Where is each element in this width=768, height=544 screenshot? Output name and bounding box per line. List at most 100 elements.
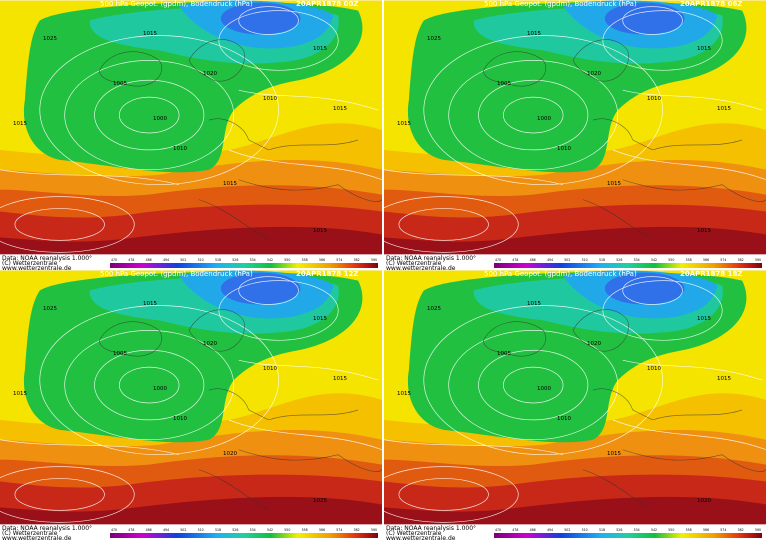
isobar-label: 1025	[313, 498, 327, 504]
colorbar-label: 558	[302, 528, 308, 532]
colorbar-label: 470	[495, 258, 501, 262]
isobar-label: 1005	[113, 81, 127, 87]
colorbar-label: 534	[250, 258, 256, 262]
isobar-label: 1015	[143, 301, 157, 307]
isobar-label: 1015	[397, 121, 411, 127]
isobar-label: 1010	[557, 146, 571, 152]
colorbar-label: 478	[128, 258, 134, 262]
map-date: 20APR1878 00Z	[296, 0, 358, 8]
isobar-label: 1015	[333, 106, 347, 112]
colorbar	[110, 533, 378, 538]
pressure-field	[0, 270, 382, 525]
isobar-label: 1020	[223, 451, 237, 457]
colorbar-label: 486	[146, 528, 152, 532]
colorbar-label: 526	[616, 528, 622, 532]
isobar-label: 1015	[697, 228, 711, 234]
isobar-label: 1015	[313, 316, 327, 322]
isobar-label: 1015	[313, 228, 327, 234]
isobar-label: 1015	[313, 46, 327, 52]
colorbar-label: 494	[163, 528, 169, 532]
isobar-label: 1015	[143, 31, 157, 37]
map-panel: 500 hPa Geopot. (gpdm), Bodendruck (hPa)…	[0, 270, 384, 542]
isobar-label: 1015	[607, 181, 621, 187]
map-title: 500 hPa Geopot. (gpdm), Bodendruck (hPa)	[100, 0, 253, 8]
colorbar-label: 566	[703, 258, 709, 262]
colorbar-label: 510	[198, 528, 204, 532]
website: www.wetterzentrale.de	[2, 535, 72, 540]
colorbar-label: 486	[530, 258, 536, 262]
colorbar-label: 534	[634, 528, 640, 532]
colorbar-label: 542	[267, 258, 273, 262]
colorbar-label: 494	[163, 258, 169, 262]
colorbar-label: 486	[530, 528, 536, 532]
colorbar-label: 542	[651, 528, 657, 532]
isobar-label: 1025	[43, 306, 57, 312]
map-panel: 500 hPa Geopot. (gpdm), Bodendruck (hPa)…	[0, 0, 384, 272]
colorbar-label: 518	[599, 258, 605, 262]
colorbar-label: 590	[371, 258, 377, 262]
colorbar-label: 550	[668, 258, 674, 262]
map-panel: 500 hPa Geopot. (gpdm), Bodendruck (hPa)…	[384, 0, 768, 272]
colorbar-label: 534	[250, 528, 256, 532]
website: www.wetterzentrale.de	[386, 535, 456, 540]
isobar-label: 1015	[397, 391, 411, 397]
isobar-label: 1010	[173, 416, 187, 422]
map-title: 500 hPa Geopot. (gpdm), Bodendruck (hPa)	[484, 270, 637, 278]
copyright: (C) Wetterzentrale	[386, 260, 442, 267]
isobar-label: 1005	[497, 81, 511, 87]
colorbar-label: 526	[232, 528, 238, 532]
colorbar-label: 566	[319, 528, 325, 532]
isobar-label: 1015	[223, 181, 237, 187]
colorbar-label: 542	[267, 528, 273, 532]
colorbar-label: 574	[336, 528, 342, 532]
colorbar-label: 574	[336, 258, 342, 262]
colorbar-label: 558	[302, 258, 308, 262]
isobar-label: 1015	[13, 391, 27, 397]
colorbar-label: 582	[354, 528, 360, 532]
isobar-label: 1025	[43, 36, 57, 42]
colorbar-label: 574	[720, 528, 726, 532]
map-panel: 500 hPa Geopot. (gpdm), Bodendruck (hPa)…	[384, 270, 768, 542]
colorbar-label: 542	[651, 258, 657, 262]
isobar-label: 1015	[697, 316, 711, 322]
colorbar	[494, 533, 762, 538]
isobar-label: 1020	[697, 498, 711, 504]
colorbar-label: 590	[371, 528, 377, 532]
colorbar-label: 582	[354, 258, 360, 262]
isobar-label: 1000	[537, 116, 551, 122]
colorbar-label: 502	[564, 258, 570, 262]
isobar-label: 1000	[537, 386, 551, 392]
isobar-label: 1015	[333, 376, 347, 382]
colorbar-label: 582	[738, 528, 744, 532]
colorbar-label: 526	[232, 258, 238, 262]
colorbar-label: 574	[720, 258, 726, 262]
isobar-label: 1015	[717, 106, 731, 112]
isobar-label: 1015	[607, 451, 621, 457]
data-source: Data: NOAA reanalysis 1.000°	[2, 525, 92, 532]
pressure-field	[0, 0, 382, 255]
isobar-label: 1005	[497, 351, 511, 357]
isobar-label: 1020	[587, 341, 601, 347]
colorbar-label: 550	[668, 528, 674, 532]
isobar-label: 1010	[263, 96, 277, 102]
isobar-label: 1020	[203, 341, 217, 347]
isobar-label: 1010	[557, 416, 571, 422]
colorbar-label: 478	[512, 258, 518, 262]
isobar-label: 1010	[647, 96, 661, 102]
isobar-label: 1010	[173, 146, 187, 152]
colorbar-label: 510	[198, 258, 204, 262]
map-date: 20APR1878 18Z	[680, 270, 742, 278]
isobar-label: 1015	[527, 31, 541, 37]
colorbar-label: 534	[634, 258, 640, 262]
website: www.wetterzentrale.de	[386, 265, 456, 272]
colorbar-label: 566	[319, 258, 325, 262]
isobar-label: 1010	[647, 366, 661, 372]
colorbar-label: 590	[755, 258, 761, 262]
data-source: Data: NOAA reanalysis 1.000°	[386, 255, 476, 262]
colorbar-label: 558	[686, 528, 692, 532]
isobar-label: 1025	[427, 36, 441, 42]
map-date: 20APR1878 12Z	[296, 270, 358, 278]
colorbar-label: 470	[495, 528, 501, 532]
